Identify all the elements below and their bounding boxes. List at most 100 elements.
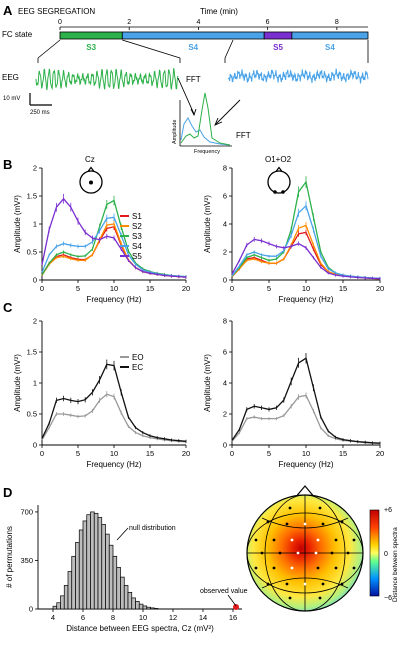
observed-value-label: observed value <box>200 588 248 595</box>
inset-y-label: Amplitude <box>172 120 178 144</box>
x-tick-label: 0 <box>40 449 44 458</box>
electrode-dot <box>316 538 320 542</box>
electrode-dot <box>254 566 258 570</box>
y-tick-label: 1.5 <box>27 348 37 357</box>
colorbar-mid: 0 <box>384 551 388 558</box>
colorbar-min: −6 <box>384 595 392 602</box>
electrode-dot <box>318 596 322 600</box>
electrode-dot <box>288 506 292 510</box>
y-tick-label: 8 <box>223 164 227 173</box>
histogram-bar <box>123 585 129 610</box>
x-tick-label: 12 <box>169 613 177 622</box>
x-tick-label: 8 <box>111 613 115 622</box>
histogram-bar <box>105 533 110 610</box>
observed-value-pointer <box>227 594 237 607</box>
chart-d-histogram: 4 6 8 10 12 14 16 0 350 700 Distance between EEG s… <box>5 505 242 633</box>
histogram-bar <box>146 606 151 610</box>
x-tick-label: 0 <box>40 284 44 293</box>
y-tick-label: 6 <box>223 348 227 357</box>
x-axis-label: Frequency (Hz) <box>86 295 141 304</box>
segment-bracket <box>224 39 369 59</box>
fc-state-segment <box>121 31 265 40</box>
fc-state-segment <box>291 31 369 40</box>
fft-arrows <box>177 77 241 126</box>
y-tick-label: 2 <box>223 410 227 419</box>
x-tick-label: 5 <box>76 449 80 458</box>
time-axis-label: Time (min) <box>200 7 238 16</box>
electrode-dot <box>272 538 276 542</box>
y-tick-label: 1.5 <box>27 192 37 201</box>
y-tick-label: 0.5 <box>27 410 37 419</box>
histogram-bar <box>56 602 61 610</box>
y-tick-label: 2 <box>223 248 227 257</box>
legend-label: S4 <box>132 242 142 251</box>
y-tick-label: 0 <box>223 441 227 450</box>
electrode-dot <box>278 551 282 555</box>
histogram-bar <box>52 605 58 610</box>
y-axis-label: Amplitude (mV²) <box>203 354 212 412</box>
inset-x-label: Frequency <box>194 149 220 155</box>
time-tick-label: 8 <box>335 19 339 26</box>
x-tick-label: 6 <box>81 613 85 622</box>
histogram-bar <box>93 512 99 610</box>
fc-state-label-s3: S3 <box>86 43 96 52</box>
fc-state-bar: S3 S4 S5 S4 <box>59 31 369 52</box>
eeg-label: EEG <box>2 73 19 82</box>
fft-label-right: FFT <box>236 131 251 140</box>
x-tick-label: 20 <box>376 449 384 458</box>
time-tick-label: 4 <box>196 19 200 26</box>
electrode-dot <box>272 566 276 570</box>
electrode-dot <box>266 582 270 586</box>
x-tick-label: 15 <box>146 284 154 293</box>
electrode-dot <box>318 506 322 510</box>
histogram-bar <box>142 605 148 610</box>
histogram-bar <box>150 607 155 610</box>
x-tick-label: 5 <box>76 284 80 293</box>
electrode-dot <box>314 551 318 555</box>
y-tick-label: 1 <box>33 379 37 388</box>
y-tick-label: 0 <box>223 276 227 285</box>
x-tick-label: 10 <box>110 449 118 458</box>
x-tick-label: 5 <box>267 449 271 458</box>
head-diagram-occipital <box>267 166 291 194</box>
fft-inset <box>179 92 232 147</box>
electrode-label-cz: Cz <box>85 155 95 164</box>
x-axis-label: Distance between EEG spectra, Cz (mV²) <box>66 624 214 633</box>
histogram-bar <box>120 576 125 610</box>
x-tick-label: 4 <box>51 613 55 622</box>
x-tick-label: 10 <box>302 284 310 293</box>
series-line-eo <box>231 394 381 445</box>
y-tick-label: 0 <box>29 605 33 614</box>
y-tick-label: 700 <box>20 507 33 516</box>
eeg-trace-s4 <box>227 68 369 84</box>
fc-state-label: FC state <box>2 30 33 39</box>
x-tick-label: 20 <box>376 284 384 293</box>
histogram-bar <box>90 511 95 610</box>
x-tick-label: 20 <box>182 284 190 293</box>
panel-label-c: C <box>3 300 13 315</box>
scale-time: 250 ms <box>30 110 50 116</box>
legend-label: EO <box>132 353 144 362</box>
histogram-bar <box>78 529 84 610</box>
y-tick-label: 0 <box>33 441 37 450</box>
electrode-dot <box>340 520 344 524</box>
observed-value-marker <box>233 604 239 610</box>
x-tick-label: 14 <box>199 613 207 622</box>
electrode-dot <box>352 566 356 570</box>
y-tick-label: 4 <box>223 379 227 388</box>
colorbar-max: +6 <box>384 507 392 514</box>
electrode-dot <box>321 582 325 586</box>
y-tick-label: 350 <box>20 556 33 565</box>
histogram-bar <box>97 517 103 610</box>
x-tick-label: 5 <box>267 284 271 293</box>
electrode-dot <box>290 566 294 570</box>
legend-label: S1 <box>132 212 142 221</box>
electrode-dot <box>285 522 289 526</box>
histogram-bar <box>112 555 118 610</box>
histogram-bar <box>101 524 106 610</box>
electrode-dot <box>334 566 338 570</box>
x-tick-label: 0 <box>230 284 234 293</box>
x-tick-label: 10 <box>110 284 118 293</box>
x-tick-label: 20 <box>182 449 190 458</box>
